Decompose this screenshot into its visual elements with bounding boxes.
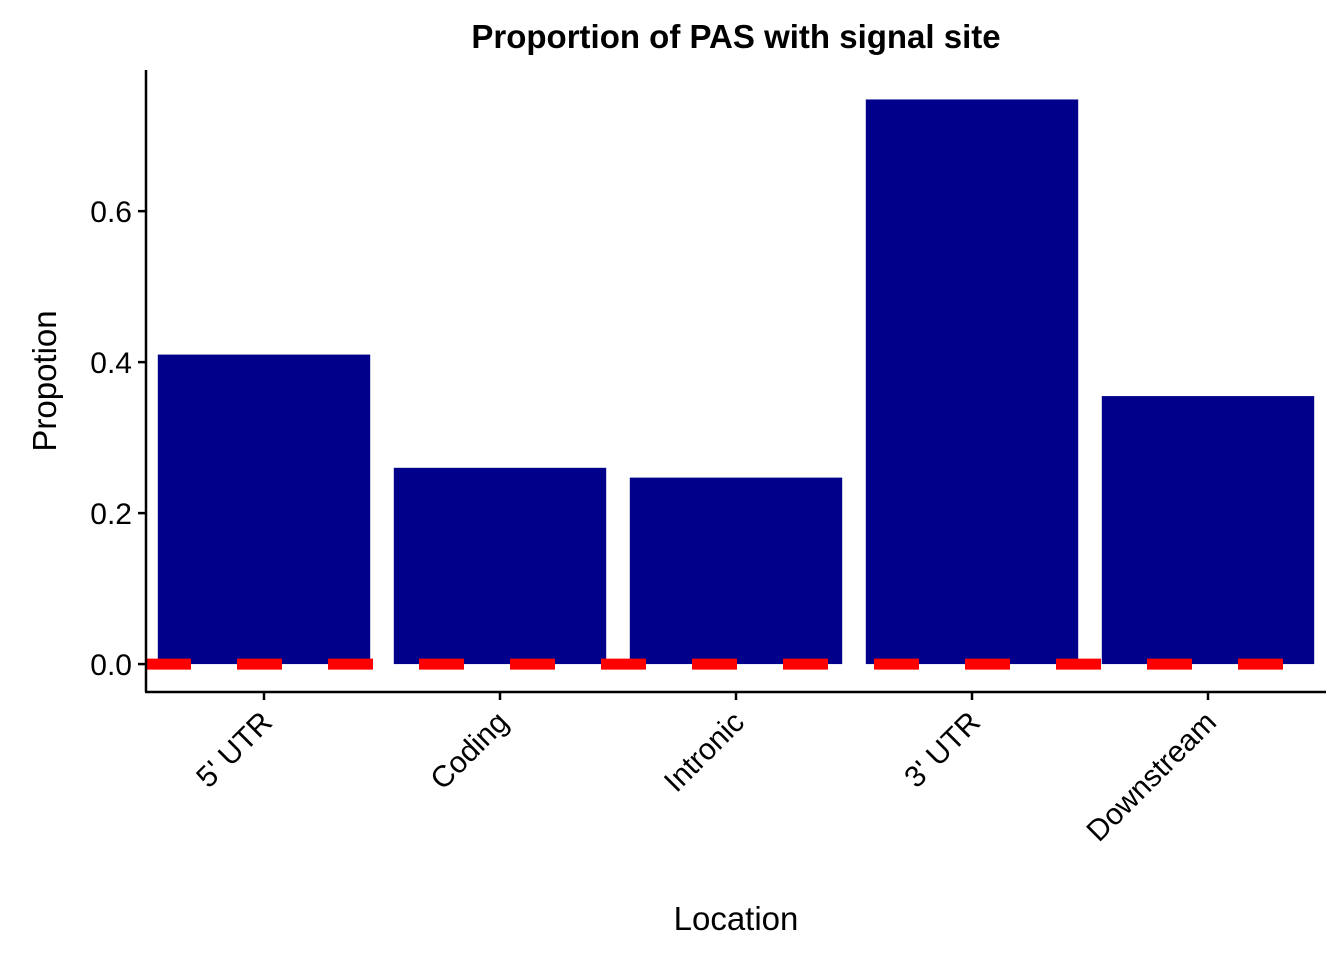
chart-title: Proportion of PAS with signal site xyxy=(471,18,1000,55)
bar-4 xyxy=(1101,396,1315,665)
bar-2 xyxy=(629,477,843,665)
x-tick-label: Intronic xyxy=(658,706,751,799)
x-tick-label: Downstream xyxy=(1081,706,1223,848)
y-tick-label: 0.0 xyxy=(90,649,132,682)
x-tick-label: 3' UTR xyxy=(898,706,987,795)
y-axis-title: Propotion xyxy=(26,310,63,451)
x-ticks-group: 5' UTR Coding Intronic 3' UTR Downstream xyxy=(190,692,1223,848)
bar-0 xyxy=(157,354,371,665)
bar-3 xyxy=(865,99,1079,665)
y-tick-label: 0.4 xyxy=(90,347,132,380)
bars-group xyxy=(157,99,1315,665)
x-tick-label: 5' UTR xyxy=(190,706,279,795)
y-tick-label: 0.6 xyxy=(90,196,132,229)
bar-1 xyxy=(393,467,607,665)
y-tick-label: 0.2 xyxy=(90,498,132,531)
y-ticks-group: 0.0 0.2 0.4 0.6 xyxy=(90,196,146,682)
x-tick-label: Coding xyxy=(424,706,515,797)
x-axis-title: Location xyxy=(674,900,799,937)
